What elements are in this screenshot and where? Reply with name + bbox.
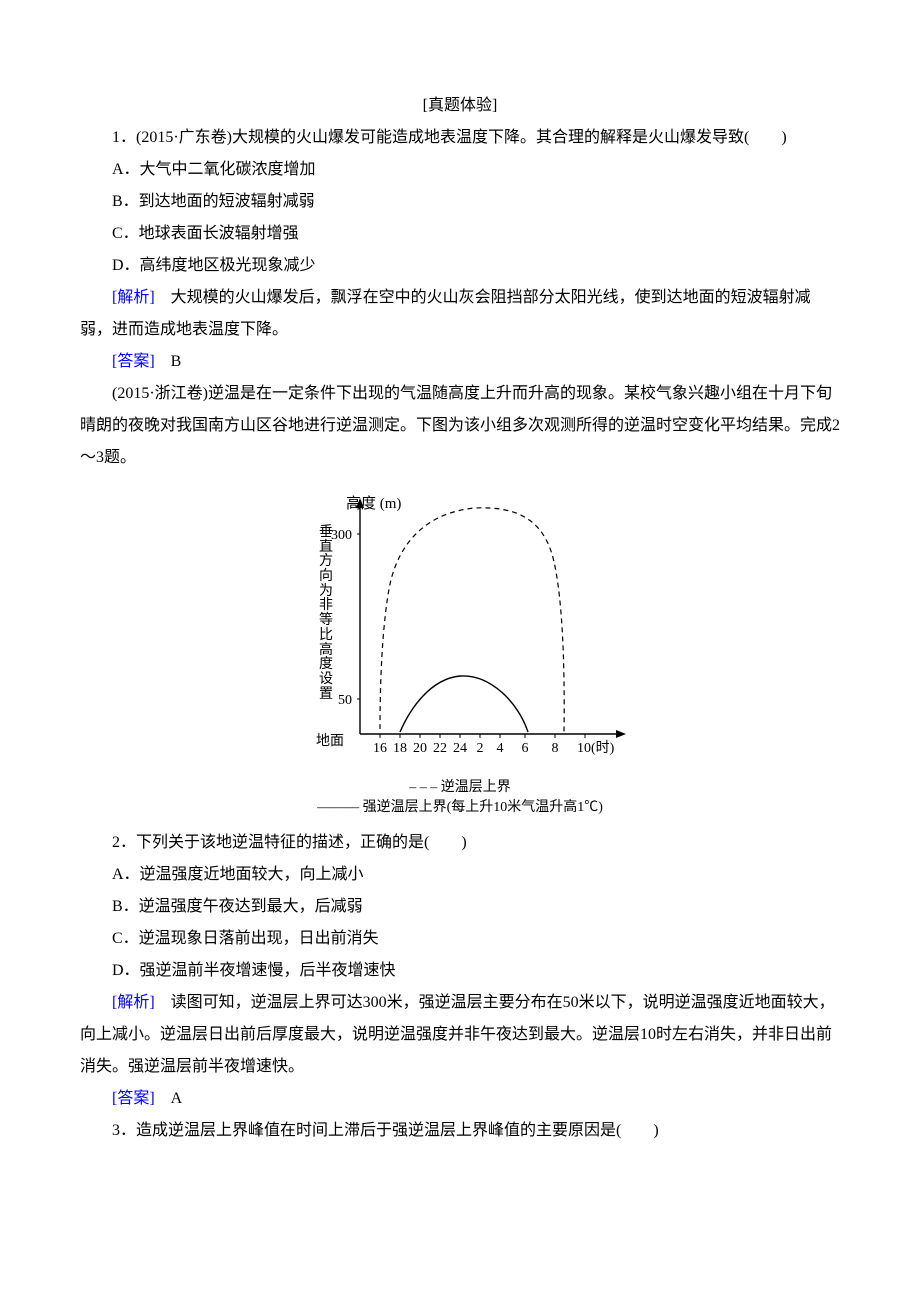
q2-option-d: D．强逆温前半夜增速慢，后半夜增速快 xyxy=(80,955,840,987)
x-axis-arrow xyxy=(616,730,626,738)
q2-option-a: A．逆温强度近地面较大，向上减小 xyxy=(80,859,840,891)
chart-legend: – – – 逆温层上界 ——— 强逆温层上界(每上升10米气温升高1℃) xyxy=(280,778,640,817)
x-tick-18: 18 xyxy=(393,741,407,756)
legend-solid: ——— 强逆温层上界(每上升10米气温升高1℃) xyxy=(317,798,603,818)
x-tick-22: 22 xyxy=(433,741,447,756)
q2-option-b: B．逆温强度午夜达到最大，后减弱 xyxy=(80,891,840,923)
q3-stem: 3．造成逆温层上界峰值在时间上滞后于强逆温层上界峰值的主要原因是( ) xyxy=(80,1115,840,1147)
x-tick-6: 6 xyxy=(522,741,529,756)
q1-answer-text: B xyxy=(155,353,182,370)
q1-option-b: B．到达地面的短波辐射减弱 xyxy=(80,186,840,218)
q1-analysis: [解析] 大规模的火山爆发后，飘浮在空中的火山灰会阻挡部分太阳光线，使到达地面的… xyxy=(80,282,840,346)
x-tick-4: 4 xyxy=(497,741,504,756)
y-tick-label-300: 300 xyxy=(331,528,352,543)
q1-option-a: A．大气中二氧化碳浓度增加 xyxy=(80,154,840,186)
q2-option-c: C．逆温现象日落前出现，日出前消失 xyxy=(80,923,840,955)
q2-answer: [答案] A xyxy=(80,1083,840,1115)
x-tick-8: 8 xyxy=(552,741,559,756)
q2-answer-text: A xyxy=(155,1090,183,1107)
q1-option-d: D．高纬度地区极光现象减少 xyxy=(80,250,840,282)
q1-analysis-text: 大规模的火山爆发后，飘浮在空中的火山灰会阻挡部分太阳光线，使到达地面的短波辐射减… xyxy=(80,289,811,338)
x-tick-16: 16 xyxy=(373,741,387,756)
x-tick-20: 20 xyxy=(413,741,427,756)
legend-dashed: – – – 逆温层上界 xyxy=(409,778,511,798)
analysis-label: [解析] xyxy=(112,289,155,306)
y-axis-title-text: 高度 (m) xyxy=(346,496,401,512)
q2-analysis-text: 读图可知，逆温层上界可达300米，强逆温层主要分布在50米以下，说明逆温强度近地… xyxy=(80,994,835,1075)
q1-option-c: C．地球表面长波辐射增强 xyxy=(80,218,840,250)
ground-label: 地面 xyxy=(316,728,344,756)
answer-label: [答案] xyxy=(112,353,155,370)
y-axis-title: 高度 (m) xyxy=(346,488,401,520)
q1-answer: [答案] B xyxy=(80,346,840,378)
analysis-label: [解析] xyxy=(112,994,155,1011)
x-tick-2: 2 xyxy=(477,741,484,756)
q1-stem: 1．(2015·广东卷)大规模的火山爆发可能造成地表温度下降。其合理的解释是火山… xyxy=(80,122,840,154)
inversion-upper-curve xyxy=(380,508,564,732)
strong-inversion-upper-curve xyxy=(400,676,528,732)
section-title: [真题体验] xyxy=(80,90,840,122)
q2-stem: 2．下列关于该地逆温特征的描述，正确的是( ) xyxy=(80,827,840,859)
x-tick-10: 10(时) xyxy=(577,740,615,756)
q2-analysis: [解析] 读图可知，逆温层上界可达300米，强逆温层主要分布在50米以下，说明逆… xyxy=(80,987,840,1083)
y-tick-label-50: 50 xyxy=(338,693,352,708)
x-tick-24: 24 xyxy=(453,741,467,756)
passage-stem: (2015·浙江卷)逆温是在一定条件下出现的气温随高度上升而升高的现象。某校气象… xyxy=(80,378,840,474)
answer-label: [答案] xyxy=(112,1090,155,1107)
y-axis-cn-label: 垂直方向为非等比高度设置 xyxy=(318,526,334,702)
inversion-chart: 高度 (m) 垂直方向为非等比高度设置 300 50 xyxy=(280,484,640,817)
